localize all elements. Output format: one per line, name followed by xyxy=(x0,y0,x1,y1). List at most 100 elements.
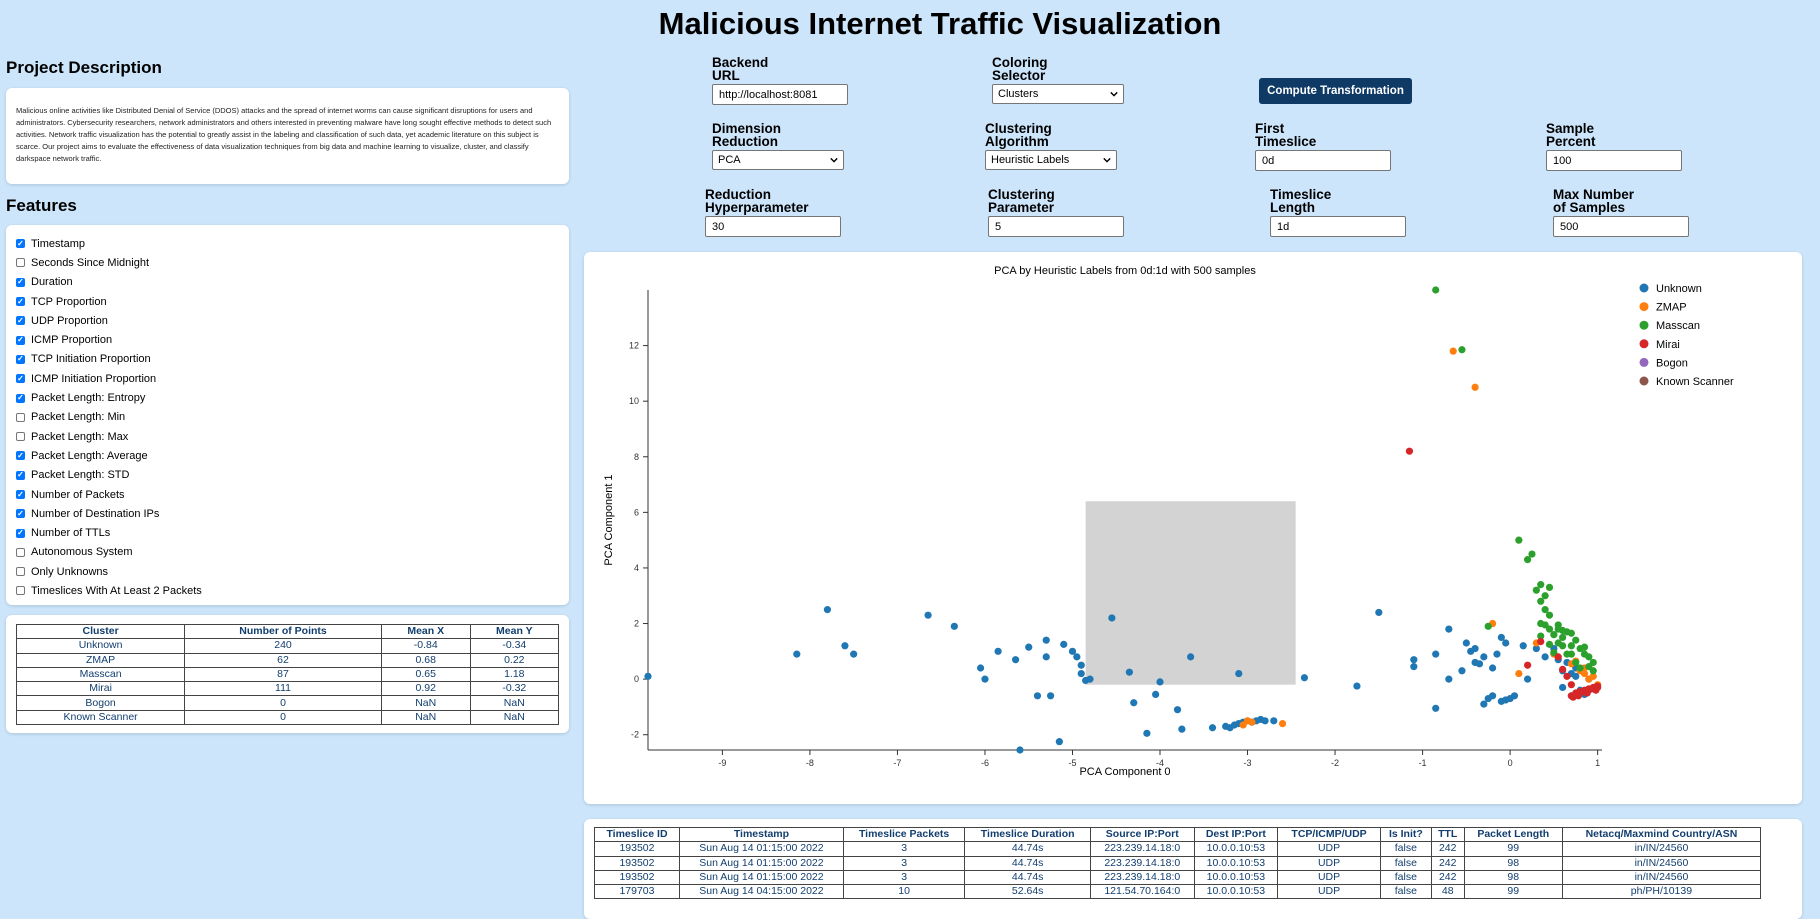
data-point[interactable] xyxy=(1156,678,1164,686)
data-point[interactable] xyxy=(1537,638,1545,646)
data-point[interactable] xyxy=(1068,647,1077,655)
data-point[interactable] xyxy=(1042,653,1050,661)
feature-checkbox[interactable] xyxy=(16,470,25,480)
data-point[interactable] xyxy=(1410,656,1418,664)
data-point[interactable] xyxy=(1524,661,1532,669)
data-point[interactable] xyxy=(1572,672,1580,680)
data-point[interactable] xyxy=(850,650,858,658)
data-point[interactable] xyxy=(1567,642,1575,650)
data-point[interactable] xyxy=(1576,664,1584,672)
table-row[interactable]: Bogon 0 NaN NaN xyxy=(15,695,560,711)
data-point[interactable] xyxy=(1567,650,1575,658)
data-point[interactable] xyxy=(1545,640,1554,648)
feature-checkbox[interactable] xyxy=(16,567,25,577)
data-point[interactable] xyxy=(1475,660,1484,668)
data-point[interactable] xyxy=(994,647,1002,655)
data-point[interactable] xyxy=(1488,664,1497,672)
feature-checkbox[interactable] xyxy=(16,528,25,538)
feature-checkbox[interactable] xyxy=(16,335,25,345)
reduction-hyperparameter-input[interactable] xyxy=(705,216,841,237)
feature-item[interactable]: Timestamp xyxy=(16,234,559,253)
column-header[interactable]: Netacq/Maxmind Country/ASN xyxy=(1561,826,1762,843)
data-point[interactable] xyxy=(1541,653,1549,661)
data-point[interactable] xyxy=(1047,692,1055,700)
data-point[interactable] xyxy=(1532,644,1540,653)
data-point[interactable] xyxy=(1541,621,1549,629)
data-point[interactable] xyxy=(1488,692,1497,700)
table-row[interactable]: 193502 Sun Aug 14 01:15:00 2022 3 44.74s 223… xyxy=(594,841,1762,857)
data-point[interactable] xyxy=(1559,683,1567,692)
feature-checkbox[interactable] xyxy=(16,354,25,364)
data-point[interactable] xyxy=(1011,656,1020,664)
data-point[interactable] xyxy=(1567,629,1575,637)
column-header[interactable]: Dest IP:Port xyxy=(1193,826,1279,843)
data-point[interactable] xyxy=(1261,717,1269,725)
data-point[interactable] xyxy=(1537,581,1545,589)
data-point[interactable] xyxy=(1554,621,1562,629)
data-point[interactable] xyxy=(1471,383,1479,391)
clustering-algorithm-dropdown[interactable]: Heuristic Labels xyxy=(985,150,1117,170)
compute-transformation-button[interactable]: Compute Transformation xyxy=(1259,78,1412,104)
data-point[interactable] xyxy=(1541,606,1549,614)
data-point[interactable] xyxy=(1055,738,1063,746)
feature-checkbox[interactable] xyxy=(16,277,25,287)
feature-checkbox[interactable] xyxy=(16,412,25,422)
table-row[interactable]: 193502 Sun Aug 14 01:15:00 2022 3 44.74s 223… xyxy=(594,869,1762,886)
table-row[interactable]: Mirai 111 0.92 -0.32 xyxy=(15,681,560,697)
feature-checkbox[interactable] xyxy=(16,509,25,519)
table-row[interactable]: ZMAP 62 0.68 0.22 xyxy=(15,652,560,668)
data-point[interactable] xyxy=(1541,592,1549,600)
data-point[interactable] xyxy=(1270,717,1278,725)
data-point[interactable] xyxy=(1042,636,1050,644)
feature-item[interactable]: ICMP Initiation Proportion xyxy=(16,369,559,388)
data-point[interactable] xyxy=(793,650,801,658)
data-point[interactable] xyxy=(1567,681,1575,689)
data-point[interactable] xyxy=(1572,658,1580,667)
data-point[interactable] xyxy=(1077,661,1085,669)
feature-item[interactable]: Packet Length: Entropy xyxy=(16,388,559,407)
data-point[interactable] xyxy=(1528,550,1536,558)
feature-item[interactable]: Only Unknowns xyxy=(16,562,559,581)
data-point[interactable] xyxy=(981,675,989,683)
data-point[interactable] xyxy=(1493,650,1501,658)
data-point[interactable] xyxy=(1589,667,1597,675)
column-header[interactable]: TTL xyxy=(1430,826,1465,843)
data-point[interactable] xyxy=(950,622,958,630)
data-point[interactable] xyxy=(1524,556,1532,564)
table-row[interactable]: 193502 Sun Aug 14 01:15:00 2022 3 44.74s 223… xyxy=(594,855,1762,871)
column-header[interactable]: Source IP:Port xyxy=(1090,826,1195,843)
feature-checkbox[interactable] xyxy=(16,393,25,403)
data-point[interactable] xyxy=(823,606,832,614)
data-point[interactable] xyxy=(1248,718,1256,726)
data-point[interactable] xyxy=(1589,672,1597,680)
data-point[interactable] xyxy=(1235,669,1243,678)
data-point[interactable] xyxy=(1537,632,1545,640)
max-samples-input[interactable] xyxy=(1553,216,1689,237)
data-point[interactable] xyxy=(1432,704,1440,712)
data-point[interactable] xyxy=(1432,286,1440,294)
data-point[interactable] xyxy=(1563,672,1571,680)
data-point[interactable] xyxy=(1559,633,1567,642)
data-point[interactable] xyxy=(1585,653,1593,661)
table-row[interactable]: Masscan 87 0.65 1.18 xyxy=(15,666,560,683)
feature-item[interactable]: Seconds Since Midnight xyxy=(16,253,559,272)
feature-item[interactable]: Packet Length: STD xyxy=(16,466,559,485)
data-point[interactable] xyxy=(1519,642,1527,650)
timeslice-length-input[interactable] xyxy=(1270,216,1406,237)
feature-checkbox[interactable] xyxy=(16,297,25,307)
data-point[interactable] xyxy=(1108,614,1116,622)
data-point[interactable] xyxy=(1515,536,1523,544)
data-point[interactable] xyxy=(1353,682,1361,690)
column-header[interactable]: Timeslice ID xyxy=(594,826,680,843)
data-point[interactable] xyxy=(1502,639,1510,647)
feature-item[interactable]: Number of Packets xyxy=(16,485,559,504)
feature-checkbox[interactable] xyxy=(16,547,25,557)
data-point[interactable] xyxy=(1497,633,1505,642)
data-point[interactable] xyxy=(1559,665,1567,673)
feature-item[interactable]: ICMP Proportion xyxy=(16,330,559,349)
data-point[interactable] xyxy=(644,672,652,680)
data-point[interactable] xyxy=(1077,669,1085,678)
data-point[interactable] xyxy=(1152,690,1160,699)
data-point[interactable] xyxy=(1580,643,1589,651)
feature-checkbox[interactable] xyxy=(16,258,25,268)
